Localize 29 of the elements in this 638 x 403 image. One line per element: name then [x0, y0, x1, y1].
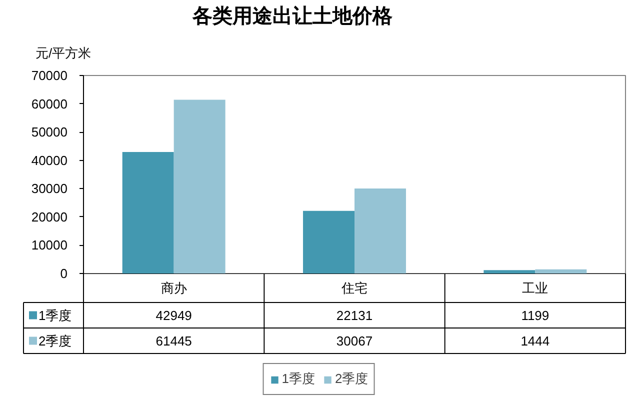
text: 2季度 — [38, 333, 72, 348]
y-tick-label: 20000 — [31, 209, 68, 224]
data-label: 1444 — [520, 333, 550, 348]
x-tick-label: 住宅 — [340, 280, 368, 296]
y-axis-title: 元/平方米 — [36, 46, 92, 60]
x-tick-label: 工业 — [522, 280, 548, 296]
data-label: 30067 — [336, 333, 373, 348]
y-tick-label: 40000 — [31, 152, 68, 168]
legend-label: 1季度 — [38, 308, 72, 323]
y-tick-label: 60000 — [31, 96, 68, 112]
bar — [535, 269, 587, 274]
bar — [122, 152, 174, 274]
y-tick-label: 70000 — [31, 68, 68, 83]
data-label: 1199 — [521, 308, 550, 323]
y-tick-label: 50000 — [31, 124, 68, 140]
x-tick-label: 商办 — [160, 280, 187, 296]
data-label: 22131 — [336, 308, 373, 323]
bar — [484, 270, 536, 274]
data-label: 42949 — [156, 308, 192, 323]
y-tick-label: 0 — [60, 266, 68, 281]
y-tick-label: 10000 — [31, 238, 68, 253]
bar — [303, 210, 354, 274]
text: 1季度 — [282, 371, 315, 386]
chart-title: 各类用途出让土地价格 — [192, 6, 394, 28]
y-tick-label: 30000 — [31, 181, 68, 196]
legend-label: 2季度 — [335, 370, 368, 388]
data-label: 61445 — [156, 333, 192, 348]
bar — [174, 100, 226, 274]
bar — [354, 188, 406, 274]
